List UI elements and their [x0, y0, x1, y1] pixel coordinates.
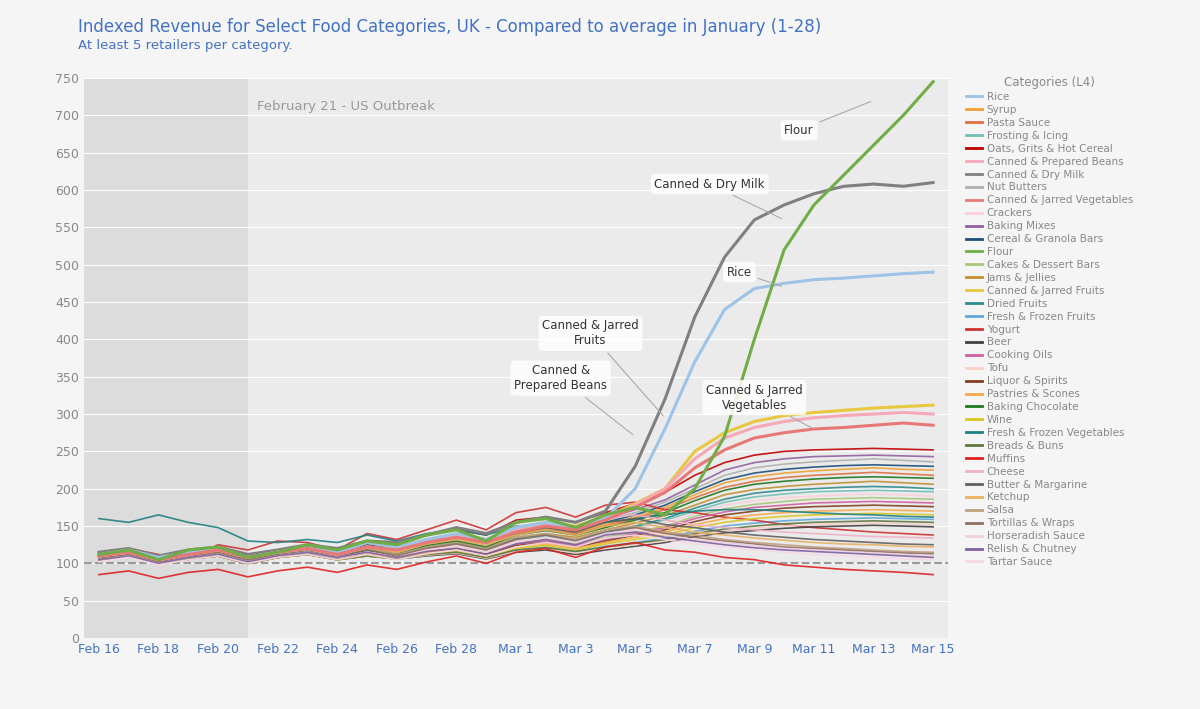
Text: At least 5 retailers per category.: At least 5 retailers per category. — [78, 39, 293, 52]
Text: Flour: Flour — [785, 101, 871, 137]
Text: Canned & Jarred
Fruits: Canned & Jarred Fruits — [542, 319, 664, 415]
Text: Indexed Revenue for Select Food Categories, UK - Compared to average in January : Indexed Revenue for Select Food Categori… — [78, 18, 821, 35]
Text: Rice: Rice — [727, 266, 781, 286]
Bar — [248, 78, 948, 638]
Text: Canned & Dry Milk: Canned & Dry Milk — [654, 177, 781, 218]
Bar — [84, 78, 248, 638]
Text: February 21 - US Outbreak: February 21 - US Outbreak — [257, 101, 434, 113]
Text: Canned & Jarred
Vegetables: Canned & Jarred Vegetables — [706, 384, 811, 428]
Text: Canned &
Prepared Beans: Canned & Prepared Beans — [514, 364, 632, 435]
Legend: Rice, Syrup, Pasta Sauce, Frosting & Icing, Oats, Grits & Hot Cereal, Canned & P: Rice, Syrup, Pasta Sauce, Frosting & Ici… — [962, 72, 1138, 571]
